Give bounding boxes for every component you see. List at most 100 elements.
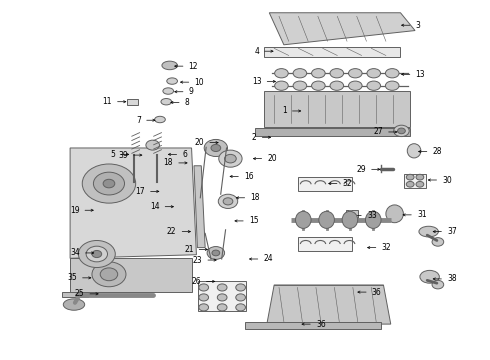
Text: 25: 25 xyxy=(74,289,84,298)
Text: 39: 39 xyxy=(118,150,128,159)
Ellipse shape xyxy=(342,211,358,228)
Ellipse shape xyxy=(212,250,220,256)
Text: 17: 17 xyxy=(135,187,145,196)
Ellipse shape xyxy=(386,69,399,78)
Ellipse shape xyxy=(419,226,439,237)
Ellipse shape xyxy=(218,194,238,208)
Text: 21: 21 xyxy=(184,245,194,254)
Ellipse shape xyxy=(406,181,414,187)
Text: 27: 27 xyxy=(373,127,383,136)
Ellipse shape xyxy=(348,81,362,90)
Text: 7: 7 xyxy=(136,116,141,125)
Text: 22: 22 xyxy=(167,227,176,236)
Text: 13: 13 xyxy=(252,77,262,86)
Text: 3: 3 xyxy=(416,21,420,30)
Ellipse shape xyxy=(78,240,115,267)
Ellipse shape xyxy=(223,198,233,205)
Text: 16: 16 xyxy=(244,172,254,181)
Text: 28: 28 xyxy=(433,147,442,156)
Ellipse shape xyxy=(204,139,227,157)
Text: 36: 36 xyxy=(372,288,382,297)
Ellipse shape xyxy=(420,270,440,283)
FancyBboxPatch shape xyxy=(346,210,358,221)
Ellipse shape xyxy=(100,268,118,281)
Ellipse shape xyxy=(163,88,173,94)
Ellipse shape xyxy=(293,81,307,90)
Text: 9: 9 xyxy=(189,87,194,96)
Polygon shape xyxy=(267,285,391,324)
Text: 32: 32 xyxy=(343,179,352,188)
Polygon shape xyxy=(194,166,205,248)
Ellipse shape xyxy=(219,150,242,167)
Ellipse shape xyxy=(82,164,136,203)
Ellipse shape xyxy=(128,180,140,186)
Ellipse shape xyxy=(199,284,209,291)
Text: 35: 35 xyxy=(67,273,77,282)
Text: 18: 18 xyxy=(164,158,173,167)
Ellipse shape xyxy=(211,144,220,152)
Ellipse shape xyxy=(236,294,245,301)
Ellipse shape xyxy=(199,304,209,311)
Text: 1: 1 xyxy=(282,107,287,116)
Ellipse shape xyxy=(312,69,325,78)
Ellipse shape xyxy=(367,81,381,90)
Text: 20: 20 xyxy=(268,154,277,163)
Ellipse shape xyxy=(393,125,409,136)
Text: 14: 14 xyxy=(150,202,159,211)
Polygon shape xyxy=(298,237,352,251)
Text: 33: 33 xyxy=(367,211,377,220)
Text: 31: 31 xyxy=(417,210,427,219)
Ellipse shape xyxy=(161,99,171,105)
Ellipse shape xyxy=(348,69,362,78)
Ellipse shape xyxy=(94,172,124,195)
Polygon shape xyxy=(265,46,400,57)
Text: 38: 38 xyxy=(447,274,457,283)
FancyBboxPatch shape xyxy=(62,292,88,297)
Text: 30: 30 xyxy=(442,176,452,185)
Ellipse shape xyxy=(406,174,414,180)
Ellipse shape xyxy=(432,238,444,246)
Ellipse shape xyxy=(367,69,381,78)
Text: 20: 20 xyxy=(195,138,204,147)
Text: 12: 12 xyxy=(189,62,198,71)
Ellipse shape xyxy=(416,181,424,187)
Ellipse shape xyxy=(92,251,102,257)
Ellipse shape xyxy=(312,81,325,90)
Ellipse shape xyxy=(274,81,288,90)
Text: 34: 34 xyxy=(70,248,80,257)
Ellipse shape xyxy=(397,128,405,134)
Polygon shape xyxy=(298,177,352,192)
Polygon shape xyxy=(70,148,196,258)
Ellipse shape xyxy=(432,280,444,289)
Polygon shape xyxy=(265,91,410,127)
Text: 19: 19 xyxy=(70,206,79,215)
Ellipse shape xyxy=(366,211,381,228)
Ellipse shape xyxy=(236,284,245,291)
Polygon shape xyxy=(270,13,415,45)
Ellipse shape xyxy=(386,205,403,223)
Ellipse shape xyxy=(167,78,177,84)
FancyBboxPatch shape xyxy=(198,280,246,311)
Ellipse shape xyxy=(330,81,343,90)
Text: 18: 18 xyxy=(250,193,260,202)
FancyBboxPatch shape xyxy=(404,174,426,188)
Text: 5: 5 xyxy=(110,150,115,159)
Text: 37: 37 xyxy=(447,227,457,236)
Ellipse shape xyxy=(155,116,165,123)
Ellipse shape xyxy=(207,247,224,259)
Ellipse shape xyxy=(92,262,126,287)
Text: 10: 10 xyxy=(195,78,204,87)
Ellipse shape xyxy=(63,299,85,310)
Text: 8: 8 xyxy=(185,98,190,107)
Polygon shape xyxy=(255,129,410,135)
Ellipse shape xyxy=(319,211,334,228)
Text: 2: 2 xyxy=(252,133,257,142)
Ellipse shape xyxy=(295,211,311,228)
Ellipse shape xyxy=(162,61,177,70)
Text: 24: 24 xyxy=(264,255,273,264)
Ellipse shape xyxy=(217,304,227,311)
Polygon shape xyxy=(70,258,192,292)
Ellipse shape xyxy=(217,284,227,291)
Ellipse shape xyxy=(103,179,115,188)
Ellipse shape xyxy=(386,81,399,90)
